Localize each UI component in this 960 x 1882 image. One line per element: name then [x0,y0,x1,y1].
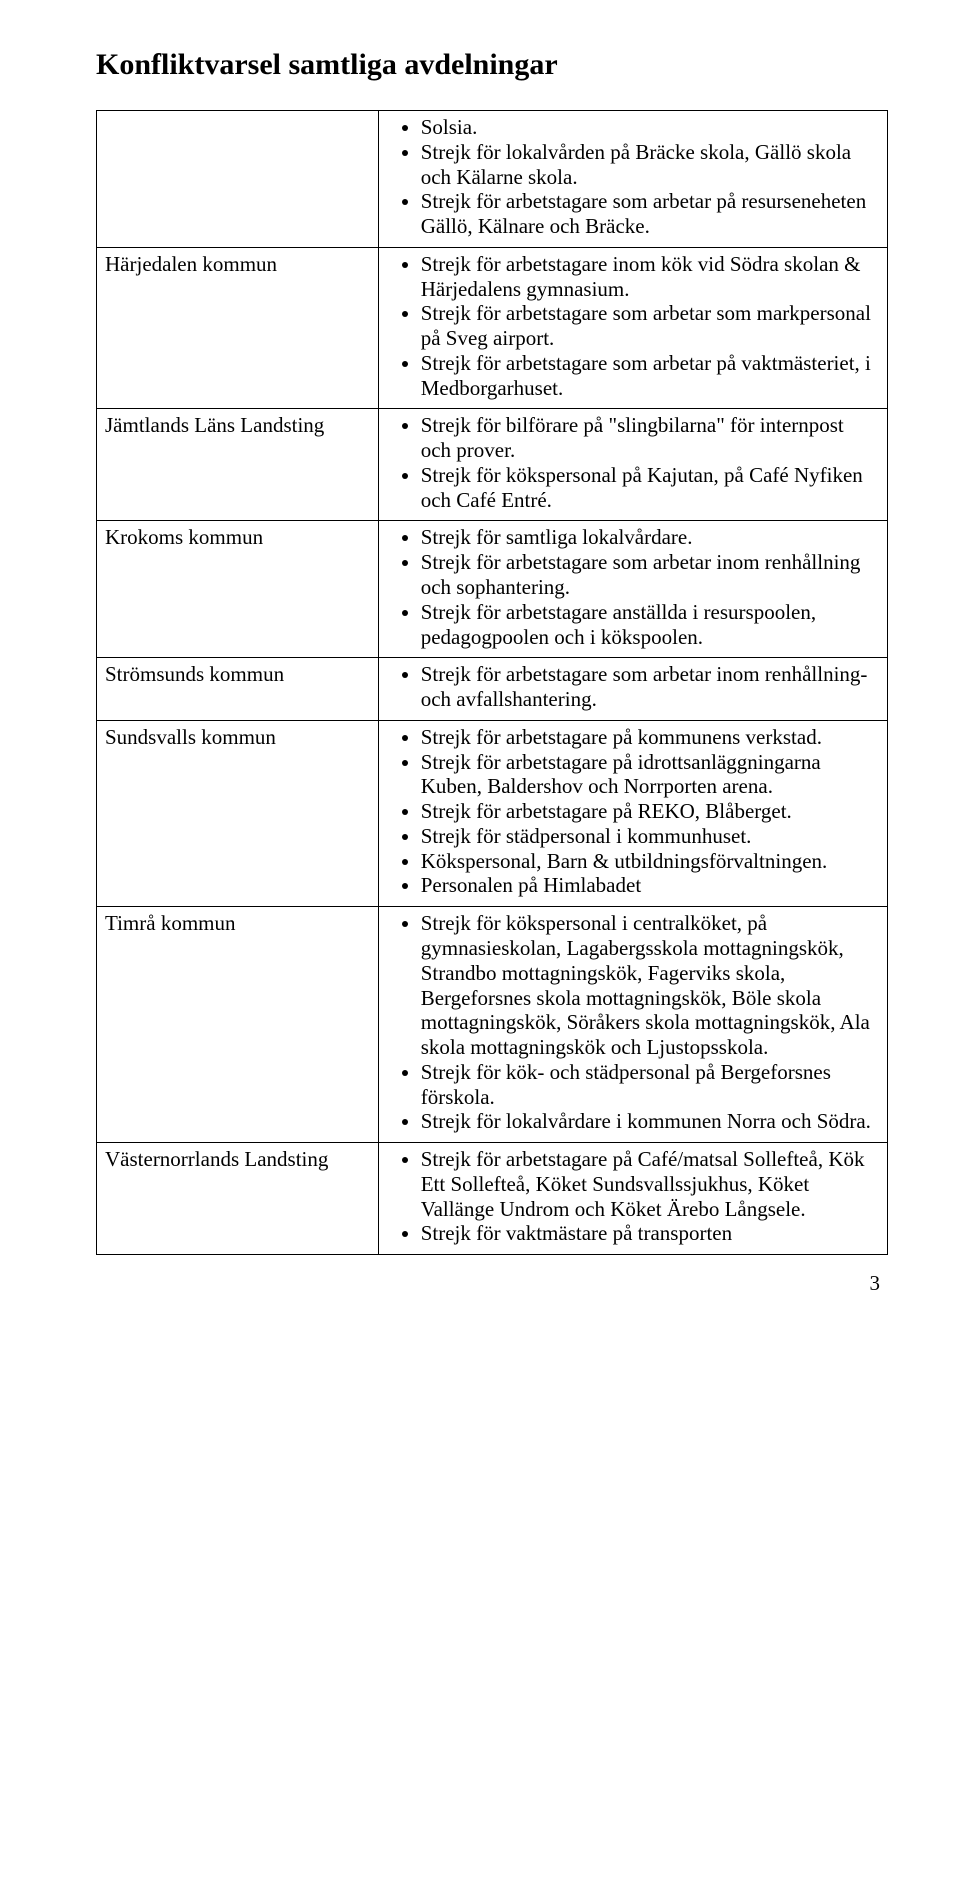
list-item: Strejk för kökspersonal i centralköket, … [421,911,879,1060]
page-number: 3 [96,1271,888,1296]
table-row: Jämtlands Läns Landsting Strejk för bilfö… [97,409,888,521]
actions-list: Strejk för samtliga lokalvårdare.Strejk … [387,525,879,649]
table-row: Sundsvalls kommun Strejk för arbetstagare… [97,720,888,906]
municipality-cell: Timrå kommun [97,907,379,1143]
list-item: Strejk för arbetstagare på Café/matsal S… [421,1147,879,1221]
strike-table: Solsia.Strejk för lokalvården på Bräcke … [96,110,888,1255]
actions-list: Strejk för arbetstagare på Café/matsal S… [387,1147,879,1246]
list-item: Strejk för arbetstagare på REKO, Blåberg… [421,799,879,824]
actions-list: Strejk för arbetstagare på kommunens ver… [387,725,879,898]
actions-list: Strejk för arbetstagare som arbetar inom… [387,662,879,712]
actions-cell: Strejk för arbetstagare inom kök vid Söd… [378,247,887,409]
list-item: Solsia. [421,115,879,140]
municipality-cell: Västernorrlands Landsting [97,1143,379,1255]
actions-list: Strejk för bilförare på "slingbilarna" f… [387,413,879,512]
list-item: Strejk för arbetstagare på idrottsanlägg… [421,750,879,800]
municipality-cell [97,111,379,248]
list-item: Strejk för kökspersonal på Kajutan, på C… [421,463,879,513]
list-item: Strejk för städpersonal i kommunhuset. [421,824,879,849]
actions-list: Solsia.Strejk för lokalvården på Bräcke … [387,115,879,239]
table-row: Timrå kommun Strejk för kökspersonal i ce… [97,907,888,1143]
municipality-cell: Krokoms kommun [97,521,379,658]
list-item: Strejk för arbetstagare anställda i resu… [421,600,879,650]
page-title: Konfliktvarsel samtliga avdelningar [96,48,888,82]
page: Konfliktvarsel samtliga avdelningar Sols… [0,0,960,1344]
actions-cell: Strejk för arbetstagare på Café/matsal S… [378,1143,887,1255]
list-item: Personalen på Himlabadet [421,873,879,898]
actions-cell: Strejk för kökspersonal i centralköket, … [378,907,887,1143]
municipality-cell: Jämtlands Läns Landsting [97,409,379,521]
list-item: Strejk för arbetstagare som arbetar som … [421,301,879,351]
list-item: Strejk för kök- och städpersonal på Berg… [421,1060,879,1110]
table-row: Krokoms kommunStrejk för samtliga lokalv… [97,521,888,658]
table-row: Västernorrlands Landsting Strejk för arbe… [97,1143,888,1255]
actions-cell: Strejk för samtliga lokalvårdare.Strejk … [378,521,887,658]
list-item: Strejk för lokalvården på Bräcke skola, … [421,140,879,190]
list-item: Strejk för arbetstagare på kommunens ver… [421,725,879,750]
municipality-cell: Sundsvalls kommun [97,720,379,906]
list-item: Strejk för arbetstagare som arbetar på v… [421,351,879,401]
list-item: Strejk för vaktmästare på transporten [421,1221,879,1246]
list-item: Strejk för lokalvårdare i kommunen Norra… [421,1109,879,1134]
municipality-cell: Härjedalen kommun [97,247,379,409]
actions-cell: Solsia.Strejk för lokalvården på Bräcke … [378,111,887,248]
list-item: Strejk för samtliga lokalvårdare. [421,525,879,550]
actions-list: Strejk för kökspersonal i centralköket, … [387,911,879,1134]
table-row: Härjedalen kommun Strejk för arbetstagare… [97,247,888,409]
list-item: Strejk för bilförare på "slingbilarna" f… [421,413,879,463]
actions-cell: Strejk för arbetstagare som arbetar inom… [378,658,887,721]
list-item: Strejk för arbetstagare inom kök vid Söd… [421,252,879,302]
list-item: Strejk för arbetstagare som arbetar på r… [421,189,879,239]
list-item: Kökspersonal, Barn & utbildningsförvaltn… [421,849,879,874]
actions-list: Strejk för arbetstagare inom kök vid Söd… [387,252,879,401]
list-item: Strejk för arbetstagare som arbetar inom… [421,662,879,712]
actions-cell: Strejk för bilförare på "slingbilarna" f… [378,409,887,521]
actions-cell: Strejk för arbetstagare på kommunens ver… [378,720,887,906]
table-row: Strömsunds kommun Strejk för arbetstagare… [97,658,888,721]
municipality-cell: Strömsunds kommun [97,658,379,721]
table-row: Solsia.Strejk för lokalvården på Bräcke … [97,111,888,248]
strike-table-body: Solsia.Strejk för lokalvården på Bräcke … [97,111,888,1255]
list-item: Strejk för arbetstagare som arbetar inom… [421,550,879,600]
